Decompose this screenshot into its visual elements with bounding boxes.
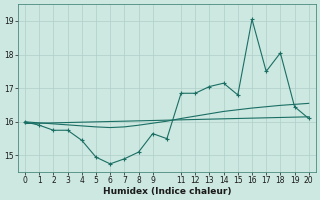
X-axis label: Humidex (Indice chaleur): Humidex (Indice chaleur) (103, 187, 231, 196)
